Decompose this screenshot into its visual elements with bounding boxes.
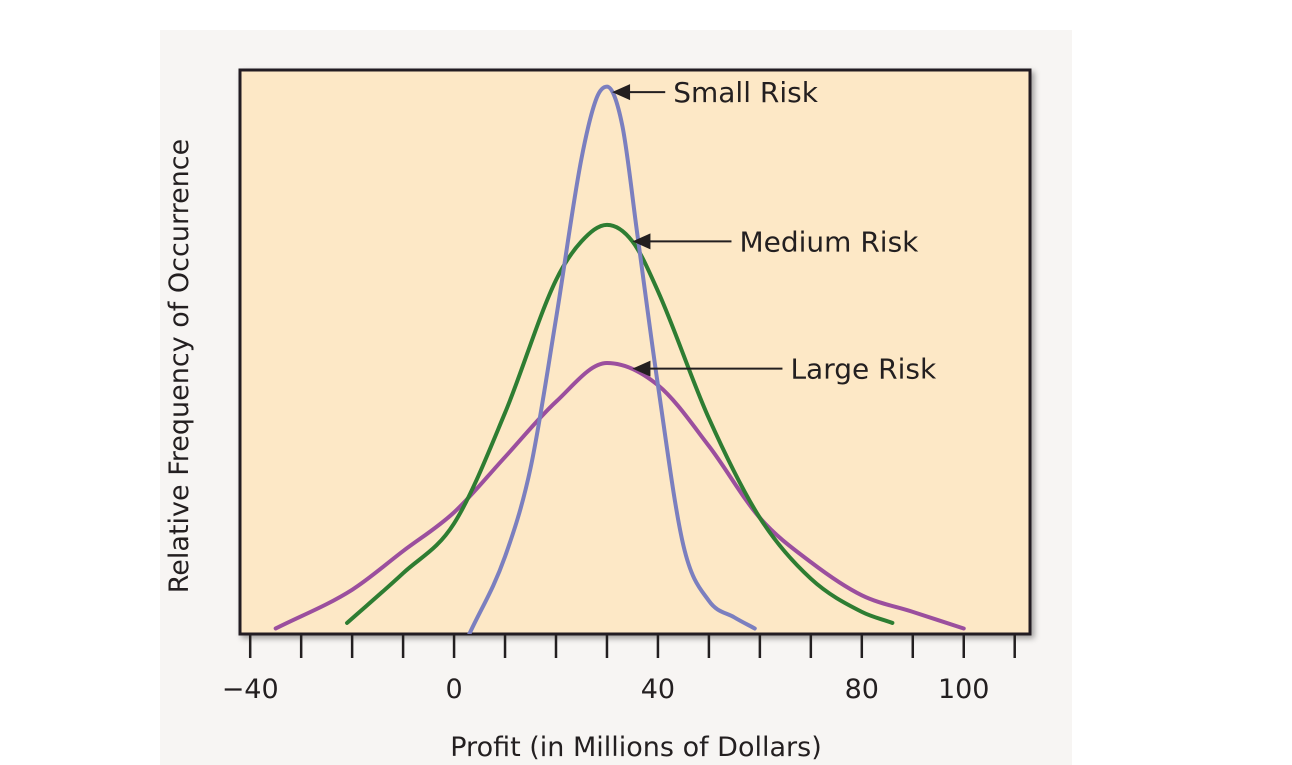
x-tick-label: 80 bbox=[845, 674, 879, 705]
x-tick-label: 40 bbox=[641, 674, 675, 705]
x-tick-label: 0 bbox=[445, 674, 462, 705]
annotation-layer: Small Risk Medium Risk Large Risk bbox=[612, 76, 937, 386]
annotation-medium-risk: Medium Risk bbox=[632, 225, 919, 258]
series-line-small-risk bbox=[467, 84, 757, 634]
series-line-large-risk bbox=[273, 361, 966, 631]
series-line-medium-risk bbox=[345, 222, 895, 625]
annotation-large-risk: Large Risk bbox=[632, 353, 937, 386]
annotation-small-risk: Small Risk bbox=[612, 76, 819, 109]
annotation-arrowhead bbox=[632, 233, 651, 250]
figure-panel: Small Risk Medium Risk Large Risk −40 0 40 80… bbox=[160, 30, 1072, 765]
x-axis-ticks: −40 0 40 80 100 bbox=[222, 635, 1016, 705]
annotation-label: Medium Risk bbox=[739, 225, 919, 258]
x-axis-title: Profit (in Millions of Dollars) bbox=[450, 732, 822, 763]
plot-area bbox=[238, 68, 1032, 636]
annotation-label: Large Risk bbox=[790, 353, 937, 386]
axis-labels: Profit (in Millions of Dollars) Relative… bbox=[164, 139, 822, 763]
y-axis-title: Relative Frequency of Occurrence bbox=[164, 139, 195, 594]
annotation-arrowhead bbox=[612, 84, 631, 101]
series-layer bbox=[273, 84, 966, 634]
chart: Small Risk Medium Risk Large Risk −40 0 40 80… bbox=[164, 68, 1032, 763]
x-tick-label: 100 bbox=[938, 674, 990, 705]
x-tick-label: −40 bbox=[222, 674, 279, 705]
annotation-arrowhead bbox=[632, 360, 651, 377]
annotation-label: Small Risk bbox=[673, 76, 818, 109]
